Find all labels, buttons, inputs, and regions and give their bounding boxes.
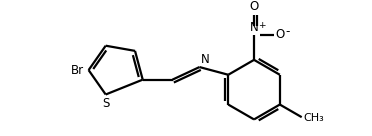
- Text: CH₃: CH₃: [304, 113, 324, 123]
- Text: O: O: [249, 0, 259, 13]
- Text: Br: Br: [71, 64, 84, 77]
- Text: N: N: [250, 21, 259, 34]
- Text: O: O: [276, 28, 285, 41]
- Text: N: N: [201, 53, 210, 66]
- Text: S: S: [102, 97, 109, 110]
- Text: +: +: [259, 21, 266, 30]
- Text: -: -: [286, 25, 290, 38]
